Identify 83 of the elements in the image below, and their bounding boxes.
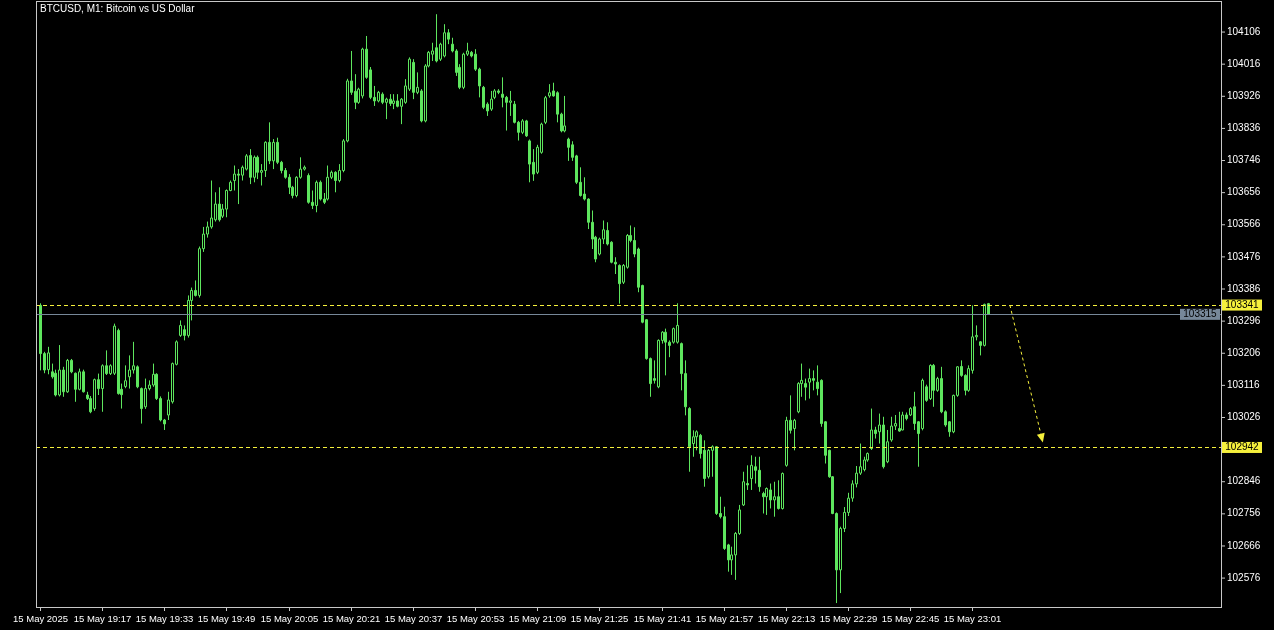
x-tick-label: 15 May 21:25 <box>570 613 629 624</box>
y-tick-label: 103656 <box>1227 186 1261 198</box>
candlestick <box>377 90 380 103</box>
x-tick-label: 15 May 2025 <box>13 613 68 624</box>
y-tick-label: 103926 <box>1227 89 1261 101</box>
candlestick <box>179 319 182 338</box>
y-tick-label: 102576 <box>1227 571 1261 583</box>
candlestick <box>528 138 531 183</box>
candlestick <box>497 88 500 95</box>
candlestick <box>326 165 329 201</box>
y-tick-label: 102756 <box>1227 507 1261 519</box>
x-tick-label: 15 May 22:13 <box>757 613 816 624</box>
candlestick <box>758 456 761 493</box>
candlestick <box>548 83 551 99</box>
candlestick <box>74 372 77 403</box>
x-tick-label: 15 May 21:41 <box>633 613 692 624</box>
x-tick-label: 15 May 20:53 <box>446 613 505 624</box>
y-tick-label: 103386 <box>1227 282 1261 294</box>
candlestick <box>688 406 691 473</box>
candlestick <box>932 363 935 408</box>
candlestick <box>218 186 221 223</box>
y-tick-label: 103206 <box>1227 346 1261 358</box>
x-tick-label: 15 May 21:09 <box>508 613 567 624</box>
candlestick <box>443 23 446 58</box>
candlestick <box>890 416 893 443</box>
candlestick <box>249 148 252 185</box>
x-tick-label: 15 May 20:37 <box>384 613 443 624</box>
x-tick-label: 15 May 22:29 <box>819 613 878 624</box>
candlestick <box>435 13 438 63</box>
candlestick <box>901 411 904 431</box>
ref-line-label: 102942 <box>1225 441 1260 453</box>
x-tick-label: 15 May 23:01 <box>943 613 1002 624</box>
x-tick-label: 15 May 20:05 <box>260 613 319 624</box>
candlestick <box>898 411 901 433</box>
candlestick <box>82 369 85 394</box>
candlestick <box>715 445 718 516</box>
ref-line-label: 103315 <box>1183 307 1218 319</box>
x-tick-label: 15 May 22:45 <box>881 613 940 624</box>
candlestick <box>765 486 768 516</box>
candlestick <box>124 364 127 389</box>
y-tick-label: 103116 <box>1227 379 1261 391</box>
candlestick <box>808 368 811 400</box>
candlestick <box>315 180 318 213</box>
y-tick-label: 102666 <box>1227 539 1261 551</box>
ref-line-label: 103341 <box>1225 298 1260 310</box>
candlestick <box>870 408 873 451</box>
candlestick <box>664 328 667 376</box>
y-tick-label: 103836 <box>1227 122 1261 134</box>
candlestick <box>392 93 395 110</box>
candlestick <box>66 358 69 394</box>
candlestick <box>490 90 493 112</box>
candlestick <box>773 481 776 518</box>
candlestick <box>58 344 61 397</box>
candlestick <box>882 416 885 470</box>
candlestick <box>563 95 566 133</box>
candlestick <box>618 263 621 305</box>
candlestick <box>567 137 570 162</box>
x-tick-label: 15 May 19:17 <box>73 613 132 624</box>
candlestick <box>412 58 415 100</box>
candlestick <box>750 454 753 491</box>
y-tick-label: 103476 <box>1227 250 1261 262</box>
candlestick <box>237 168 240 205</box>
candlestick <box>676 302 679 345</box>
candlestick <box>525 119 528 138</box>
x-tick-label: 15 May 19:49 <box>197 613 256 624</box>
x-tick-label: 15 May 21:57 <box>695 613 754 624</box>
y-tick-label: 103746 <box>1227 154 1261 166</box>
y-tick-label: 103296 <box>1227 314 1261 326</box>
y-tick-label: 103026 <box>1227 411 1261 423</box>
x-tick-label: 15 May 20:21 <box>322 613 381 624</box>
y-tick-label: 103566 <box>1227 218 1261 230</box>
y-tick-label: 104016 <box>1227 57 1261 69</box>
y-tick-label: 102846 <box>1227 475 1261 487</box>
candlestick <box>781 471 784 511</box>
candlestick <box>762 491 765 514</box>
y-tick-label: 104106 <box>1227 25 1261 37</box>
candlestick <box>47 346 50 375</box>
x-tick-label: 15 May 19:33 <box>135 613 194 624</box>
chart-title: BTCUSD, M1: Bitcoin vs US Dollar <box>40 3 196 14</box>
candlestick <box>544 95 547 125</box>
candlestick <box>307 172 310 205</box>
candlestick <box>93 378 96 412</box>
candlestick <box>39 302 42 371</box>
